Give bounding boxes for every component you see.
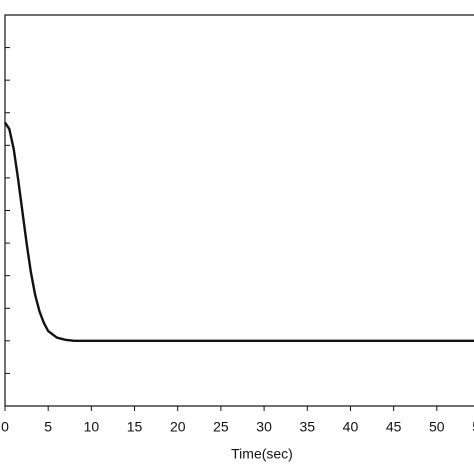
x-tick-label: 45 — [386, 419, 402, 435]
x-tick-label: 15 — [127, 419, 143, 435]
x-tick-label: 25 — [213, 419, 229, 435]
x-tick-label: 50 — [429, 419, 445, 435]
x-tick-label: 30 — [256, 419, 272, 435]
plot-frame — [4, 14, 474, 407]
x-tick-label: 5 — [44, 419, 52, 435]
x-tick-label: 35 — [299, 419, 315, 435]
x-tick-label: 0 — [1, 419, 9, 435]
x-tick-label: 20 — [170, 419, 186, 435]
x-tick-label: 55 — [472, 419, 474, 435]
x-tick-label: 10 — [84, 419, 100, 435]
x-axis-label: Time(sec) — [231, 446, 293, 462]
x-tick-label: 40 — [343, 419, 359, 435]
line-series — [3, 121, 474, 343]
